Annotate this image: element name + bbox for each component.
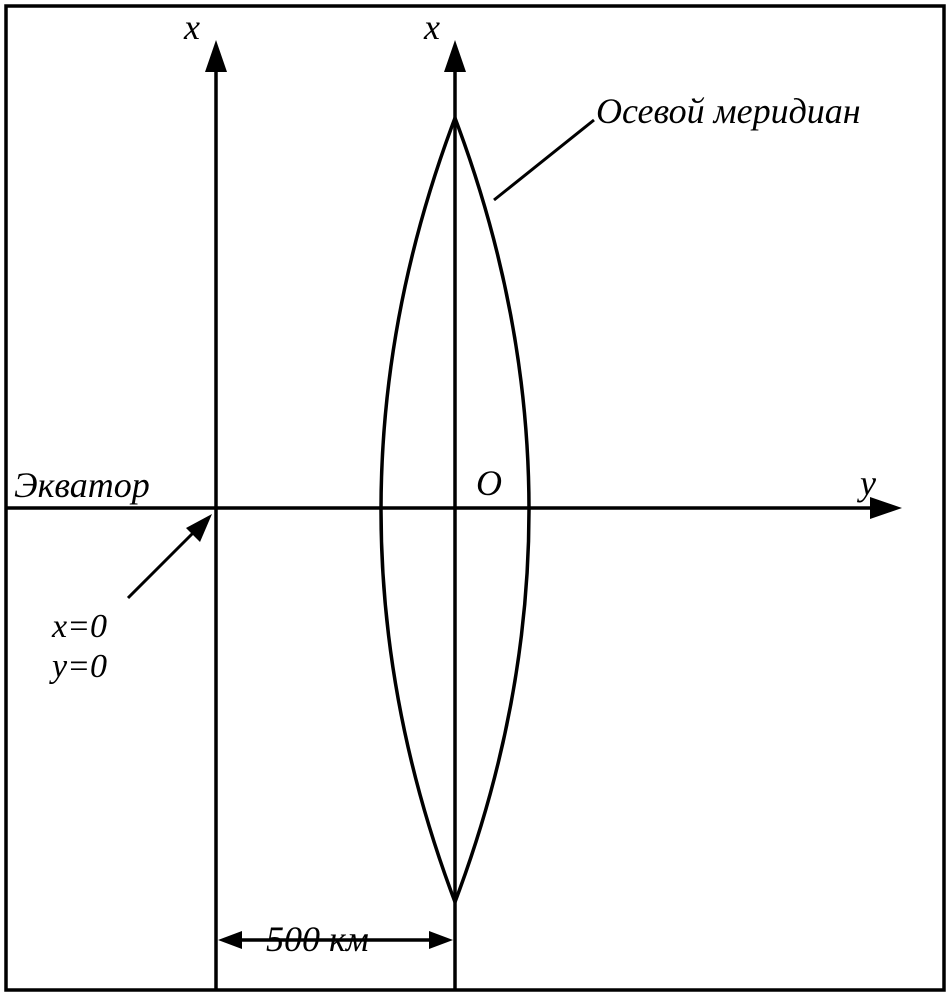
distance-label: 500 км <box>266 918 369 960</box>
origin-y-label: y=0 <box>52 648 107 686</box>
x-label-left: x <box>184 6 200 48</box>
arrowhead-left-top <box>205 40 227 72</box>
equator-label: Экватор <box>14 464 150 506</box>
dimension-arrow-right <box>429 931 453 949</box>
origin-O-label: O <box>476 462 502 504</box>
origin-x-label: x=0 <box>52 608 107 646</box>
dimension-arrow-left <box>218 931 242 949</box>
x-label-center: x <box>424 6 440 48</box>
meridian-pointer <box>494 120 594 200</box>
origin-pointer <box>128 524 202 598</box>
arrowhead-center-top <box>444 40 466 72</box>
y-label: y <box>860 462 876 504</box>
meridian-label: Осевой меридиан <box>596 90 861 132</box>
